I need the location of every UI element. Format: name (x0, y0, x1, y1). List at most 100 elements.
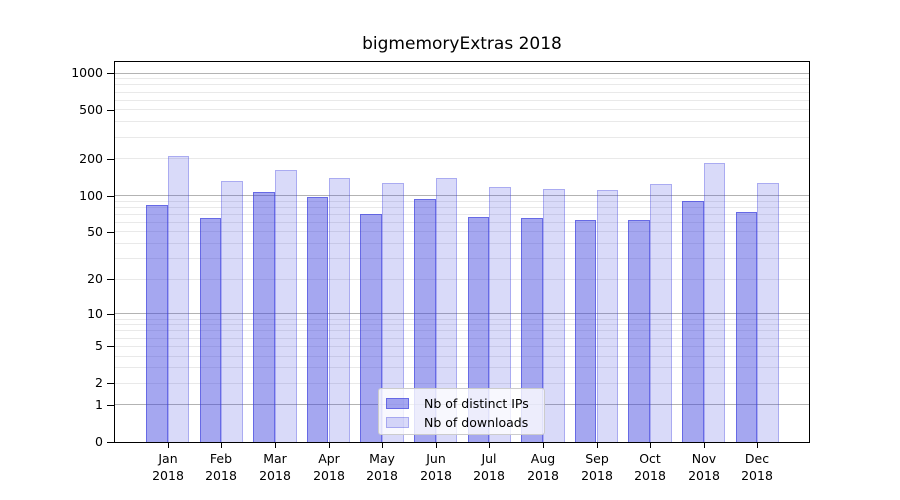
y-tick-label: 100 (79, 188, 103, 203)
bar-nb-of-downloads (274, 169, 297, 442)
y-gridline-minor (115, 158, 809, 159)
x-tick-label: Sep 2018 (581, 451, 613, 483)
legend-label: Nb of distinct IPs (424, 396, 529, 411)
x-tick-mark (757, 443, 758, 448)
bar-nb-of-distinct-ips (681, 200, 704, 442)
bar-nb-of-distinct-ips (145, 205, 168, 442)
x-tick-mark (221, 443, 222, 448)
x-tick-label: Aug 2018 (527, 451, 559, 483)
y-tick-mark (107, 279, 114, 280)
bar-nb-of-distinct-ips (413, 199, 436, 442)
y-gridline-minor (115, 207, 809, 208)
x-tick-mark (168, 443, 169, 448)
y-gridline-minor (115, 258, 809, 259)
bar-nb-of-distinct-ips (735, 212, 758, 442)
y-gridline-minor (115, 319, 809, 320)
x-tick-label: Oct 2018 (634, 451, 666, 483)
y-tick-mark (107, 110, 114, 111)
y-gridline-minor (115, 137, 809, 138)
y-gridline-minor (115, 201, 809, 202)
y-tick-label: 20 (87, 271, 103, 286)
bar-nb-of-downloads (703, 162, 726, 442)
x-tick-mark (650, 443, 651, 448)
x-tick-mark (543, 443, 544, 448)
x-tick-mark (489, 443, 490, 448)
y-tick-mark (107, 442, 114, 443)
y-tick-mark (107, 196, 114, 197)
bar-nb-of-downloads (167, 156, 190, 442)
legend-swatch-nb-of-downloads (386, 417, 409, 428)
y-tick-label: 0 (95, 434, 103, 449)
x-tick-label: Jun 2018 (420, 451, 452, 483)
y-tick-label: 1000 (71, 65, 103, 80)
y-gridline-minor (115, 383, 809, 384)
y-gridline-minor (115, 84, 809, 85)
x-tick-label: Nov 2018 (688, 451, 720, 483)
y-gridline-minor (115, 243, 809, 244)
bar-nb-of-distinct-ips (306, 197, 329, 442)
y-gridline-minor (115, 222, 809, 223)
bar-nb-of-distinct-ips (199, 218, 222, 442)
x-tick-label: Apr 2018 (313, 451, 345, 483)
y-tick-mark (107, 314, 114, 315)
y-tick-label: 2 (95, 375, 103, 390)
y-tick-label: 200 (79, 151, 103, 166)
plot-area: 0 1 2 5 10 20 50 100 200 500 1000 Jan 2018 Feb 2018… (71, 61, 810, 483)
bar-nb-of-downloads (489, 186, 512, 442)
y-gridline-major (115, 195, 809, 196)
x-tick-mark (597, 443, 598, 448)
y-gridline-minor (115, 78, 809, 79)
y-gridline-minor (115, 121, 809, 122)
bar-nb-of-downloads (757, 182, 780, 442)
x-tick-mark (329, 443, 330, 448)
y-tick-label: 5 (95, 338, 103, 353)
legend-item: Nb of downloads (386, 413, 544, 432)
y-gridline-minor (115, 92, 809, 93)
legend: Nb of distinct IPs Nb of downloads (378, 388, 545, 435)
bar-nb-of-distinct-ips (253, 192, 275, 442)
bar-nb-of-downloads (221, 180, 244, 442)
y-gridline-minor (115, 109, 809, 110)
legend-item: Nb of distinct IPs (386, 394, 544, 413)
x-tick-mark (382, 443, 383, 448)
y-gridline-minor (115, 338, 809, 339)
bar-nb-of-downloads (328, 177, 351, 442)
y-gridline-minor (115, 279, 809, 280)
bar-nb-of-downloads (650, 184, 672, 442)
y-gridline-minor (115, 330, 809, 331)
y-tick-mark (107, 346, 114, 347)
bar-nb-of-downloads (596, 189, 619, 442)
y-tick-mark (107, 73, 114, 74)
y-tick-mark (107, 383, 114, 384)
y-gridline-minor (115, 346, 809, 347)
bar-nb-of-distinct-ips (574, 219, 597, 442)
x-tick-label: Dec 2018 (741, 451, 773, 483)
bar-nb-of-downloads (542, 188, 565, 442)
bar-nb-of-distinct-ips (360, 214, 383, 442)
y-gridline-minor (115, 214, 809, 215)
y-gridline-minor (115, 231, 809, 232)
y-tick-label: 1 (95, 397, 103, 412)
bar-nb-of-downloads (435, 177, 458, 442)
x-tick-label: May 2018 (366, 451, 398, 483)
legend-swatch-nb-of-distinct-ips (386, 398, 409, 409)
bar-nb-of-distinct-ips (467, 217, 490, 442)
x-tick-label: Jul 2018 (473, 451, 505, 483)
bar-nb-of-downloads (382, 183, 404, 442)
bar-nb-of-distinct-ips (521, 218, 543, 442)
y-tick-mark (107, 232, 114, 233)
y-tick-label: 10 (87, 306, 103, 321)
x-tick-mark (275, 443, 276, 448)
y-tick-mark (107, 405, 114, 406)
y-gridline-minor (115, 356, 809, 357)
y-tick-mark (107, 159, 114, 160)
y-gridline-minor (115, 324, 809, 325)
y-gridline-minor (115, 100, 809, 101)
x-tick-mark (704, 443, 705, 448)
y-tick-label: 500 (79, 102, 103, 117)
x-tick-label: Jan 2018 (152, 451, 184, 483)
legend-label: Nb of downloads (424, 415, 529, 430)
x-tick-label: Feb 2018 (205, 451, 237, 483)
x-tick-label: Mar 2018 (259, 451, 291, 483)
